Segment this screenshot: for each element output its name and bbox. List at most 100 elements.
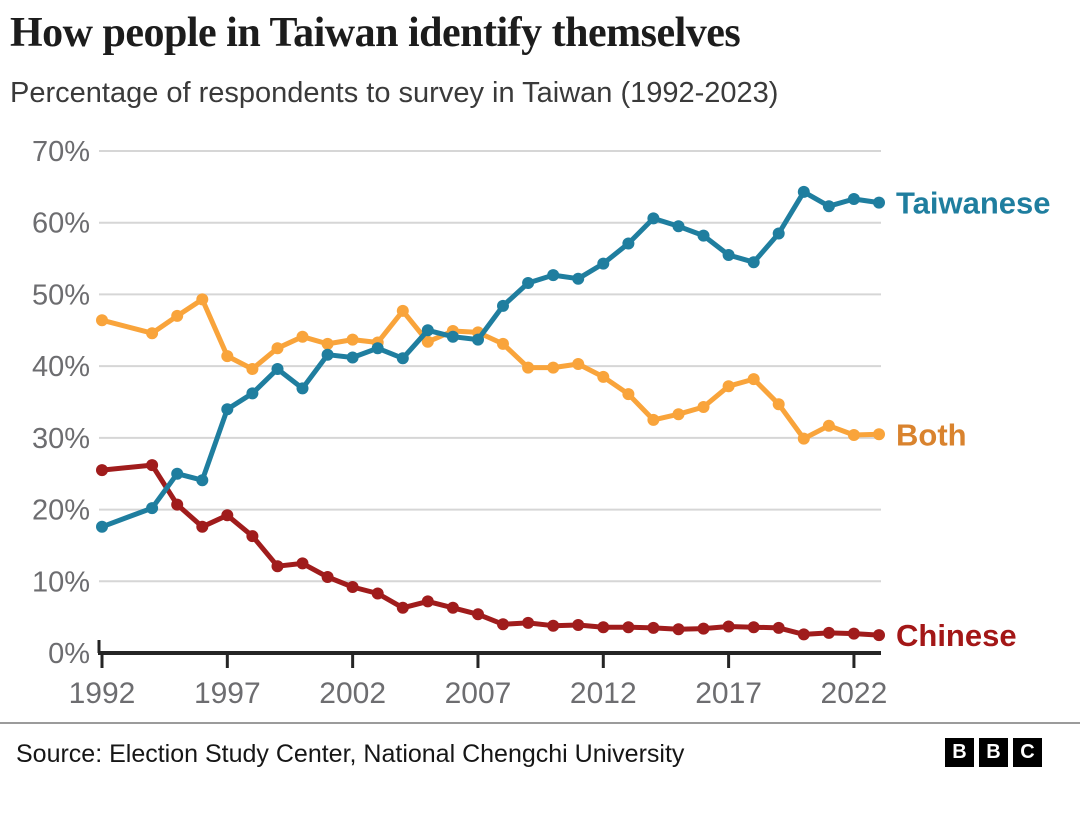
- series-point-chinese-2009: [522, 616, 535, 629]
- series-point-taiwanese-1994: [146, 502, 159, 515]
- series-point-both-1996: [196, 293, 209, 306]
- series-point-both-1995: [171, 309, 184, 322]
- series-point-chinese-2002: [346, 581, 359, 593]
- series-point-both-2016: [697, 401, 710, 413]
- series-point-chinese-2013: [622, 621, 635, 634]
- series-point-chinese-2014: [647, 621, 660, 634]
- series-point-taiwanese-2015: [672, 220, 685, 233]
- series-point-taiwanese-2016: [697, 229, 710, 242]
- series-point-both-2018: [747, 373, 760, 386]
- series-point-chinese-2008: [497, 618, 509, 631]
- series-point-taiwanese-2008: [497, 299, 509, 312]
- series-point-taiwanese-2003: [371, 342, 384, 355]
- y-tick-label-60: 60%: [32, 208, 90, 240]
- page-title: How people in Taiwan identify themselves: [10, 10, 741, 56]
- series-point-both-2023: [873, 428, 885, 441]
- series-point-chinese-1995: [171, 498, 184, 511]
- series-point-taiwanese-1995: [171, 467, 184, 480]
- series-point-chinese-2011: [572, 619, 585, 631]
- series-point-both-1994: [146, 327, 159, 340]
- series-point-taiwanese-2001: [321, 348, 334, 361]
- series-point-taiwanese-2018: [747, 256, 760, 269]
- series-label-both: Both: [896, 417, 967, 452]
- series-point-taiwanese-2020: [797, 185, 810, 198]
- series-point-both-2002: [346, 333, 359, 346]
- series-point-both-2001: [321, 337, 334, 350]
- x-tick-label-2022: 2022: [821, 677, 888, 710]
- series-point-taiwanese-1996: [196, 474, 209, 487]
- series-point-chinese-2010: [547, 619, 560, 632]
- x-tick-label-1997: 1997: [194, 677, 261, 710]
- series-point-taiwanese-2022: [847, 193, 860, 205]
- bbc-logo-block-c: C: [1013, 738, 1042, 767]
- series-point-both-2015: [672, 408, 685, 421]
- series-point-both-2005: [421, 335, 434, 348]
- y-tick-label-50: 50%: [32, 279, 90, 311]
- series-point-taiwanese-2011: [572, 272, 585, 285]
- series-point-chinese-2007: [472, 608, 484, 621]
- series-point-taiwanese-2006: [446, 330, 459, 343]
- series-label-taiwanese: Taiwanese: [896, 186, 1051, 221]
- series-point-taiwanese-2014: [647, 212, 660, 225]
- series-point-both-1998: [246, 363, 259, 375]
- y-tick-label-0: 0%: [48, 638, 90, 670]
- series-point-taiwanese-1997: [221, 403, 234, 416]
- series-point-chinese-2019: [772, 621, 785, 634]
- series-label-chinese: Chinese: [896, 618, 1017, 653]
- series-point-both-2012: [597, 370, 610, 383]
- x-tick-label-2012: 2012: [570, 677, 637, 710]
- series-point-taiwanese-2010: [547, 269, 560, 282]
- footer-divider: [0, 722, 1080, 724]
- x-tick-label-2017: 2017: [695, 677, 762, 710]
- series-point-chinese-2012: [597, 621, 610, 634]
- series-point-both-2017: [722, 380, 735, 393]
- series-line-chinese: [99, 462, 882, 638]
- series-point-taiwanese-2019: [772, 227, 785, 240]
- series-point-both-2004: [396, 304, 409, 317]
- series-point-both-2009: [522, 361, 535, 374]
- series-point-both-2008: [497, 337, 509, 350]
- series-point-chinese-2018: [747, 621, 760, 634]
- series-point-taiwanese-1998: [246, 387, 259, 400]
- series-point-taiwanese-1992: [96, 520, 108, 533]
- source-text: Source: Election Study Center, National …: [16, 740, 685, 768]
- series-point-chinese-2006: [446, 601, 459, 614]
- x-tick-label-1992: 1992: [69, 677, 136, 710]
- y-tick-label-40: 40%: [32, 351, 90, 383]
- series-point-taiwanese-2021: [822, 200, 835, 213]
- y-tick-label-30: 30%: [32, 423, 90, 455]
- series-point-chinese-2016: [697, 622, 710, 635]
- series-point-chinese-2000: [296, 557, 309, 570]
- series-point-taiwanese-1999: [271, 363, 284, 375]
- series-point-both-2011: [572, 358, 585, 370]
- series-point-chinese-2003: [371, 587, 384, 600]
- identity-line-chart: 0% 10% 20% 30% 40% 50% 60% 70% 1992 1997 2002 2007 2…: [0, 128, 1080, 718]
- y-tick-label-10: 10%: [32, 566, 90, 598]
- series-point-taiwanese-2017: [722, 249, 735, 261]
- x-tick-label-2007: 2007: [445, 677, 512, 710]
- series-point-both-2000: [296, 330, 309, 343]
- series-point-both-1997: [221, 350, 234, 363]
- y-tick-label-20: 20%: [32, 495, 90, 527]
- series-point-taiwanese-2012: [597, 257, 610, 270]
- y-tick-label-70: 70%: [32, 136, 90, 168]
- series-point-chinese-2004: [396, 601, 409, 614]
- series-point-both-2021: [822, 419, 835, 432]
- series-point-taiwanese-2005: [421, 324, 434, 337]
- x-tick-label-2002: 2002: [319, 677, 386, 710]
- series-point-chinese-1999: [271, 560, 284, 573]
- series-point-taiwanese-2002: [346, 351, 359, 364]
- series-point-chinese-2020: [797, 628, 810, 641]
- series-point-both-1992: [96, 314, 108, 327]
- series-line-taiwanese: [99, 189, 882, 530]
- series-point-taiwanese-2013: [622, 237, 635, 250]
- chart-svg: 0% 10% 20% 30% 40% 50% 60% 70% 1992 1997 2002 2007 2…: [32, 136, 1051, 710]
- series-point-both-2010: [547, 361, 560, 374]
- series-point-chinese-2005: [421, 595, 434, 608]
- series-point-chinese-1992: [96, 464, 108, 477]
- series-point-chinese-2021: [822, 626, 835, 639]
- series-point-chinese-2001: [321, 571, 334, 583]
- series-point-chinese-1998: [246, 530, 259, 543]
- series-point-taiwanese-2004: [396, 352, 409, 365]
